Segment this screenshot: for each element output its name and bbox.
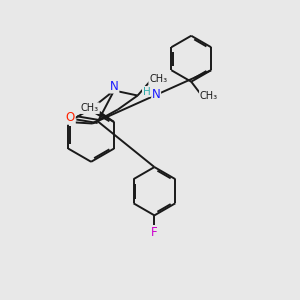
Text: CH₃: CH₃ [149,74,167,84]
Text: O: O [66,111,75,124]
Text: H: H [142,87,150,97]
Text: N: N [152,88,161,101]
Text: CH₃: CH₃ [200,91,218,100]
Text: CH₃: CH₃ [81,103,99,113]
Text: F: F [151,226,158,239]
Text: N: N [110,80,118,93]
